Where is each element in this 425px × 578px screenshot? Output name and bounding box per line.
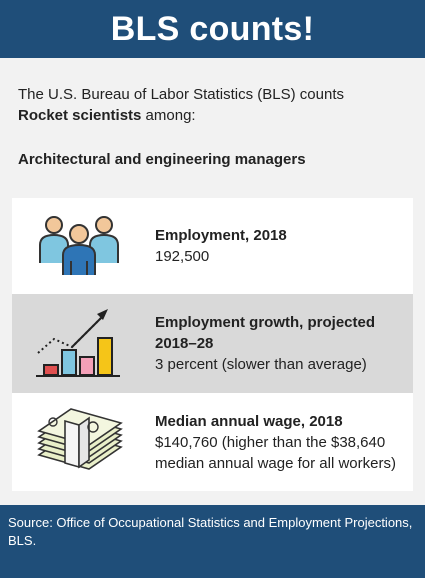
wage-panel: Median annual wage, 2018 $140,760 (highe… [12,393,413,491]
intro-line1: The U.S. Bureau of Labor Statistics (BLS… [18,86,344,103]
source-text: Source: Office of Occupational Statistic… [8,515,413,548]
stat-label: Median annual wage, 2018 [155,412,343,430]
money-stack-icon [12,393,145,491]
growth-stat: Employment growth, projected 2018–28 3 p… [145,294,413,393]
intro-line2: among: [141,107,196,124]
occupation-name: Rocket scientists [18,107,142,124]
growth-panel: Employment growth, projected 2018–28 3 p… [12,294,413,393]
stat-value: $140,760 (higher than the $38,640 median… [155,433,396,472]
stat-value: 192,500 [155,248,210,265]
intro-text: The U.S. Bureau of Labor Statistics (BLS… [18,84,408,126]
page-title: BLS counts! [0,0,425,58]
wage-stat: Median annual wage, 2018 $140,760 (highe… [145,393,413,491]
people-icon [12,198,145,294]
stat-label: Employment, 2018 [155,227,287,244]
employment-panel: Employment, 2018 192,500 [12,198,413,294]
stat-value: 3 percent (slower than average) [155,356,367,373]
source-footer: Source: Office of Occupational Statistic… [0,505,425,578]
page-title-text: BLS counts! [110,9,315,48]
growth-chart-icon [12,294,145,393]
employment-stat: Employment, 2018 192,500 [145,198,413,294]
stat-label: Employment growth, projected 2018–28 [155,314,376,352]
occupation-group: Architectural and engineering managers [18,151,306,168]
